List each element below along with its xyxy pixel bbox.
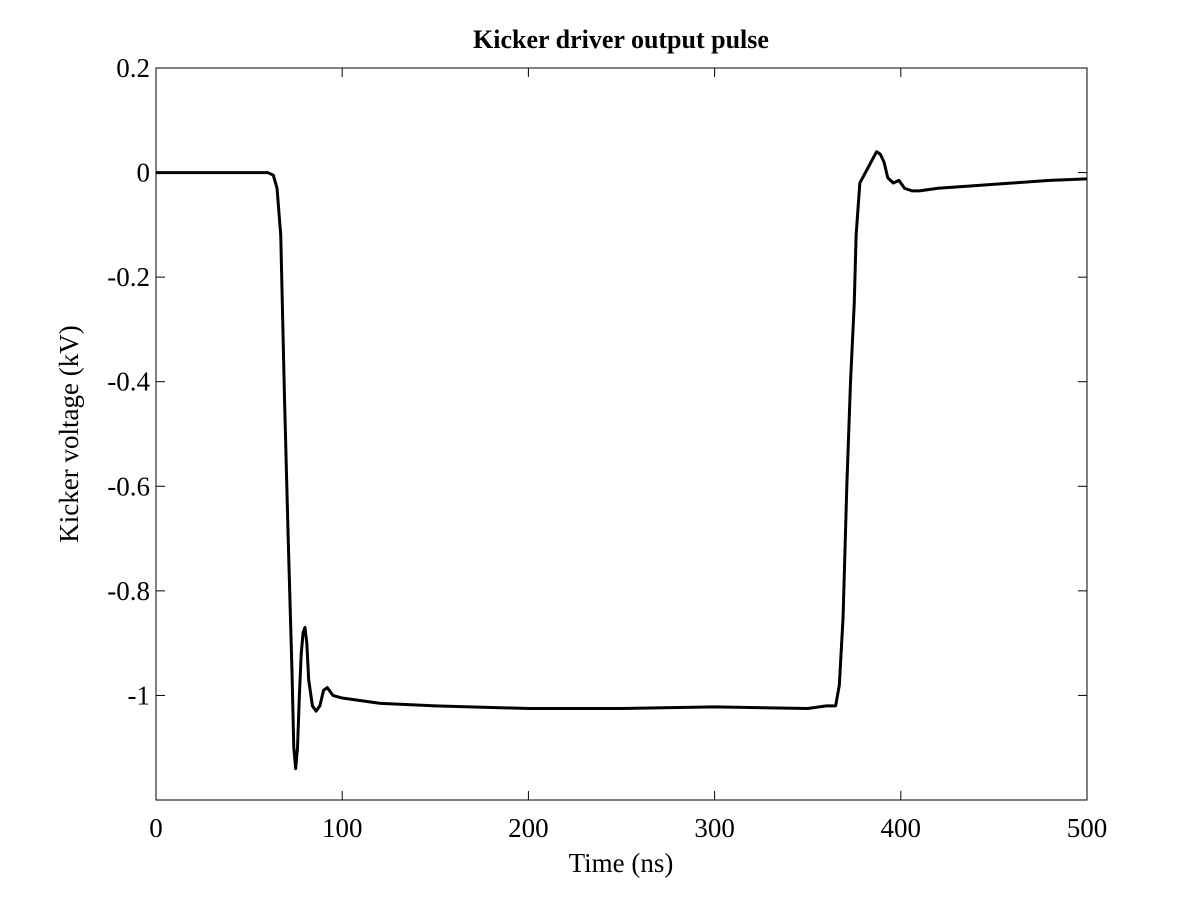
x-tick-label: 200	[508, 813, 549, 843]
y-axis-label: Kicker voltage (kV)	[54, 325, 84, 542]
x-tick-label: 0	[149, 813, 163, 843]
plot-frame	[155, 67, 1088, 801]
x-tick-label: 300	[694, 813, 735, 843]
x-axis-label: Time (ns)	[569, 848, 674, 878]
x-tick-label: 500	[1067, 813, 1108, 843]
y-tick-label: 0.2	[116, 53, 150, 83]
y-tick-label: -1	[128, 680, 151, 710]
x-tick-label: 100	[322, 813, 363, 843]
y-tick-label: -0.4	[107, 367, 150, 397]
y-tick-label: 0	[137, 158, 151, 188]
y-tick-label: -0.6	[107, 471, 150, 501]
y-tick-label: -0.2	[107, 262, 150, 292]
chart-title: Kicker driver output pulse	[473, 25, 769, 54]
x-tick-label: 400	[881, 813, 922, 843]
data-line	[156, 150, 1088, 771]
y-tick-label: -0.8	[107, 576, 150, 606]
